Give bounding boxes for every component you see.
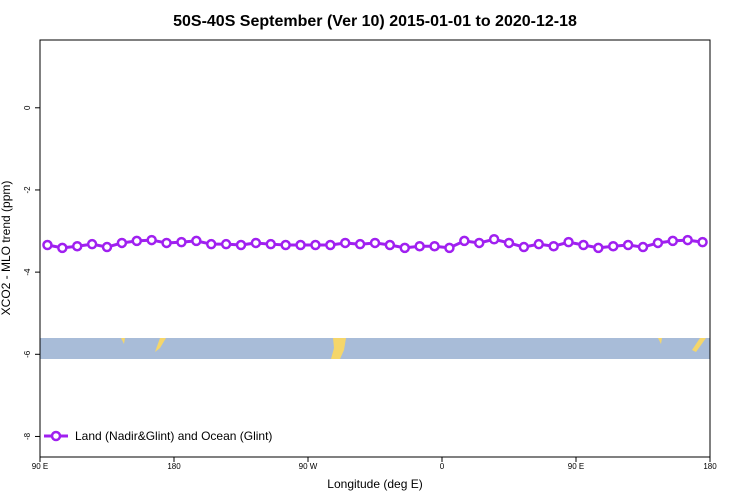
point	[682, 234, 693, 246]
point	[146, 234, 157, 246]
point	[429, 240, 440, 252]
point	[369, 237, 381, 249]
point	[563, 236, 574, 248]
point	[697, 236, 708, 248]
point	[205, 238, 217, 250]
ocean-band	[40, 338, 710, 359]
point	[220, 238, 232, 250]
map-strip	[40, 338, 710, 359]
point	[71, 240, 83, 252]
x-tick-label: 0	[440, 462, 445, 471]
point	[250, 237, 262, 249]
point	[325, 239, 336, 251]
point	[548, 240, 559, 252]
point	[578, 239, 589, 251]
y-tick-label: 0	[23, 105, 32, 110]
point	[116, 237, 128, 249]
x-tick-label: 90 E	[32, 462, 48, 471]
point	[101, 241, 113, 253]
point	[488, 234, 500, 245]
point	[637, 241, 649, 253]
point	[518, 241, 530, 253]
point	[176, 236, 187, 248]
point	[399, 242, 411, 254]
point	[191, 235, 202, 247]
point	[473, 237, 485, 249]
point	[42, 239, 53, 251]
point	[384, 239, 396, 251]
point	[86, 238, 98, 250]
chart-title: 50S-40S September (Ver 10) 2015-01-01 to…	[173, 13, 577, 30]
point	[667, 235, 679, 247]
legend-marker	[50, 430, 62, 442]
land-patch	[658, 338, 662, 344]
legend-label: Land (Nadir&Glint) and Ocean (Glint)	[75, 429, 272, 443]
y-tick-label: -6	[23, 350, 32, 358]
point	[354, 238, 366, 250]
x-tick-label: 180	[167, 462, 181, 471]
point	[652, 237, 664, 249]
point	[533, 238, 545, 250]
land-patch	[121, 338, 125, 344]
point	[444, 242, 455, 254]
x-tick-label: 180	[703, 462, 717, 471]
point	[503, 237, 515, 249]
point	[622, 239, 634, 251]
x-axis-label: Longitude (deg E)	[327, 477, 422, 491]
plot-frame	[39, 39, 711, 458]
point	[235, 239, 247, 251]
point	[414, 240, 425, 252]
point	[339, 237, 351, 249]
point	[459, 235, 470, 247]
point	[280, 239, 291, 251]
y-tick-label: -2	[23, 186, 32, 194]
y-axis-label: XCO2 - MLO trend (ppm)	[0, 181, 13, 316]
land-patch	[692, 338, 706, 352]
y-tick-label: -4	[23, 268, 32, 276]
y-tick-label: -8	[23, 432, 32, 440]
point	[593, 242, 604, 254]
point	[265, 238, 277, 250]
point	[161, 237, 172, 249]
x-tick-label: 90 E	[568, 462, 584, 471]
point	[310, 239, 321, 251]
point	[57, 242, 68, 254]
land-patch	[331, 338, 346, 359]
point	[131, 235, 143, 247]
point	[295, 239, 306, 251]
point	[607, 240, 619, 252]
x-tick-label: 90 W	[299, 462, 318, 471]
land-patch	[155, 338, 166, 352]
